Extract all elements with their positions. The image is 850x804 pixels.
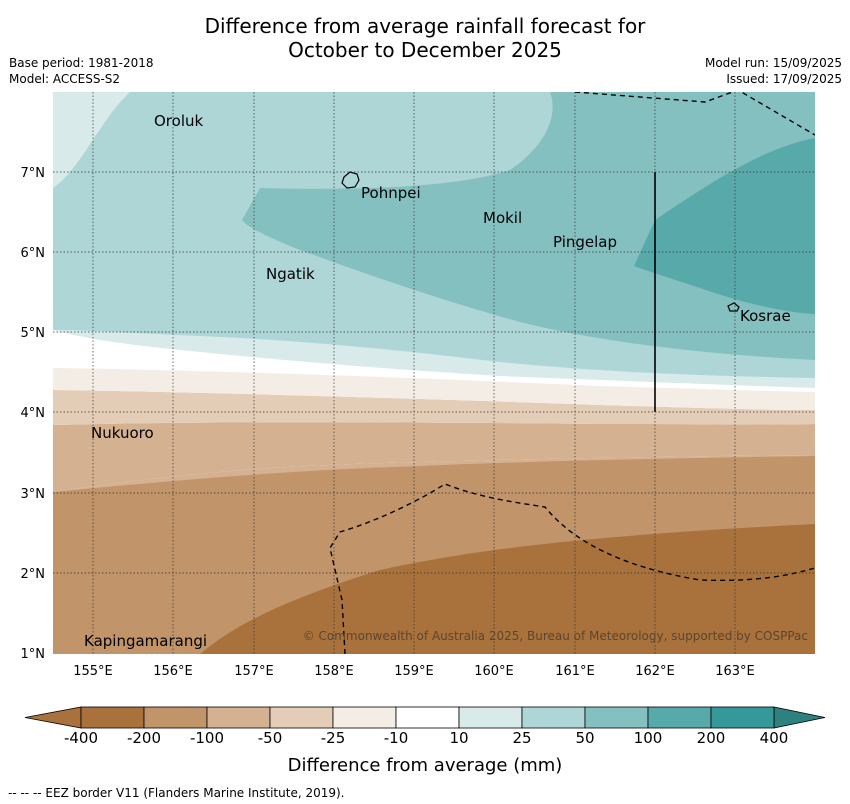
place-kapingamarangi: Kapingamarangi <box>84 632 207 650</box>
colorbar-tick-label: -25 <box>320 729 346 747</box>
place-pingelap: Pingelap <box>553 233 617 251</box>
colorbar-tick-label: -10 <box>383 729 409 747</box>
lon-tick: 163°E <box>715 664 755 679</box>
lat-tick: 4°N <box>21 406 46 421</box>
graticule <box>53 92 815 654</box>
copyright-notice: © Commonwealth of Australia 2025, Bureau… <box>303 629 808 643</box>
colorbar-segment <box>458 706 523 729</box>
place-mokil: Mokil <box>483 209 522 227</box>
rainfall-contours: Oroluk Pohnpei Mokil Pingelap Ngatik Kos… <box>53 92 815 654</box>
lat-tick: 2°N <box>21 567 46 582</box>
colorbar <box>24 706 826 729</box>
contour-minus400 <box>200 524 815 654</box>
model-name: Model: ACCESS-S2 <box>9 72 121 86</box>
issued-date: Issued: 17/09/2025 <box>726 72 842 86</box>
colorbar-tick-label: -400 <box>63 729 99 747</box>
colorbar-segment <box>206 706 271 729</box>
place-kosrae: Kosrae <box>740 307 791 325</box>
colorbar-tick-label: 25 <box>512 729 532 747</box>
colorbar-tick-label: 100 <box>633 729 663 747</box>
place-pohnpei: Pohnpei <box>361 184 421 202</box>
colorbar-segment <box>143 706 208 729</box>
eez-footnote: -- -- -- EEZ border V11 (Flanders Marine… <box>8 786 345 800</box>
lat-tick: 7°N <box>21 166 46 181</box>
lon-axis: 155°E 156°E 157°E 158°E 159°E 160°E 161°… <box>73 664 755 679</box>
colorbar-tick-label: 50 <box>575 729 595 747</box>
lat-tick: 5°N <box>21 326 46 341</box>
lon-tick: 155°E <box>73 664 113 679</box>
lon-tick: 160°E <box>474 664 514 679</box>
place-ngatik: Ngatik <box>266 265 315 283</box>
colorbar-title: Difference from average (mm) <box>287 755 563 776</box>
lon-tick: 157°E <box>234 664 274 679</box>
lat-tick: 6°N <box>21 246 46 261</box>
model-run: Model run: 15/09/2025 <box>704 56 842 70</box>
eez-border <box>329 92 815 654</box>
colorbar-tick-label: -50 <box>257 729 283 747</box>
colorbar-segment <box>395 706 460 729</box>
place-nukuoro: Nukuoro <box>91 424 154 442</box>
contour-minus50 <box>53 390 815 425</box>
colorbar-segment <box>521 706 586 729</box>
colorbar-segment <box>647 706 712 729</box>
colorbar-segment <box>710 706 775 729</box>
colorbar-segment <box>269 706 334 729</box>
lon-tick: 158°E <box>314 664 354 679</box>
lat-axis: 7°N 6°N 5°N 4°N 3°N 2°N 1°N <box>21 166 46 662</box>
colorbar-tick-label: -100 <box>189 729 225 747</box>
contour-100 <box>634 138 815 314</box>
colorbar-tick-label: 400 <box>759 729 789 747</box>
colorbar-extend-high <box>773 706 826 729</box>
lat-tick: 3°N <box>21 487 46 502</box>
colorbar-tick-label: 200 <box>696 729 726 747</box>
colorbar-segment <box>332 706 397 729</box>
place-oroluk: Oroluk <box>154 112 203 130</box>
colorbar-segment <box>80 706 145 729</box>
colorbar-tick-label: 10 <box>449 729 469 747</box>
colorbar-segment <box>584 706 649 729</box>
contour-50 <box>242 92 815 360</box>
lon-tick: 156°E <box>153 664 193 679</box>
lon-tick: 159°E <box>394 664 434 679</box>
lon-tick: 162°E <box>635 664 675 679</box>
lat-tick: 1°N <box>21 647 46 662</box>
map-title-line1: Difference from average rainfall forecas… <box>204 14 646 38</box>
map-title-line2: October to December 2025 <box>288 38 562 62</box>
lon-tick: 161°E <box>555 664 595 679</box>
contour-minus100-band <box>53 422 815 492</box>
pohnpei-island-outline <box>341 171 360 189</box>
colorbar-extend-low <box>24 706 82 729</box>
base-period: Base period: 1981-2018 <box>9 56 154 70</box>
colorbar-tick-label: -200 <box>126 729 162 747</box>
kosrae-island-outline <box>727 302 740 312</box>
contour-minus25 <box>53 368 815 410</box>
